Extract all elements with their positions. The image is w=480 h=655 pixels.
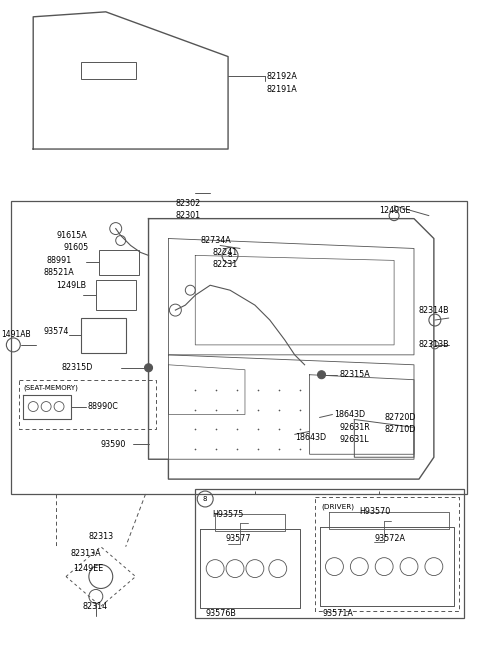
Text: 82314: 82314	[83, 602, 108, 611]
Text: 8: 8	[228, 252, 232, 259]
Text: 91615A: 91615A	[56, 231, 87, 240]
Text: 92631L: 92631L	[339, 435, 369, 444]
Text: 82314B: 82314B	[419, 306, 450, 314]
Text: 92631R: 92631R	[339, 423, 370, 432]
Text: 93571A: 93571A	[323, 609, 353, 618]
Text: 8: 8	[203, 496, 207, 502]
Circle shape	[318, 371, 325, 379]
Text: H93570: H93570	[360, 508, 391, 516]
Text: 82313: 82313	[89, 533, 114, 541]
Text: 88521A: 88521A	[43, 268, 74, 277]
Bar	[81, 62, 136, 79]
Text: 18643D: 18643D	[295, 433, 326, 442]
Text: 1249EE: 1249EE	[73, 564, 103, 573]
Text: 82231: 82231	[212, 260, 238, 269]
Text: 82313A: 82313A	[71, 549, 102, 558]
Text: 93577: 93577	[225, 534, 251, 543]
Text: (DRIVER): (DRIVER)	[322, 504, 355, 510]
Text: 1249LB: 1249LB	[56, 281, 86, 290]
Bar	[99, 250, 139, 275]
Text: 88990C: 88990C	[88, 402, 119, 411]
Text: 93572A: 93572A	[374, 534, 405, 543]
Text: 82241: 82241	[212, 248, 238, 257]
Text: 82301: 82301	[175, 211, 201, 220]
Text: (SEAT-MEMORY): (SEAT-MEMORY)	[23, 384, 78, 391]
Text: 18643D: 18643D	[335, 410, 366, 419]
Bar	[195, 489, 464, 618]
Bar	[12, 200, 467, 494]
Text: 93590: 93590	[101, 440, 126, 449]
Text: 82720D: 82720D	[384, 413, 416, 422]
Text: 82192A: 82192A	[267, 72, 298, 81]
Bar	[96, 280, 136, 310]
Text: 82710D: 82710D	[384, 425, 416, 434]
Text: 82315D: 82315D	[61, 364, 93, 372]
Text: 82313B: 82313B	[419, 341, 450, 349]
Text: 91605: 91605	[63, 243, 88, 252]
Text: 1491AB: 1491AB	[1, 331, 31, 339]
Text: 93574: 93574	[43, 328, 69, 337]
Text: 1249GE: 1249GE	[379, 206, 411, 215]
Text: 82302: 82302	[175, 199, 201, 208]
Text: 88991: 88991	[46, 256, 72, 265]
Text: 82315A: 82315A	[339, 370, 370, 379]
Text: H93575: H93575	[212, 510, 243, 519]
Text: 82734A: 82734A	[200, 236, 231, 245]
Text: 93576B: 93576B	[205, 609, 236, 618]
Text: 82191A: 82191A	[267, 85, 298, 94]
Circle shape	[144, 364, 153, 372]
Bar	[81, 318, 126, 353]
